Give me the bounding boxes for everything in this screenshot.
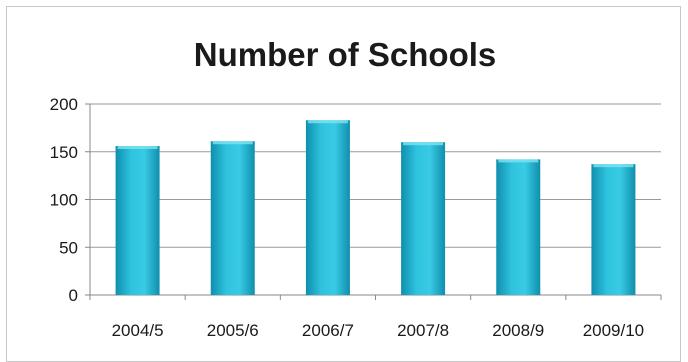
chart-title: Number of Schools xyxy=(194,36,497,73)
bar xyxy=(115,146,160,295)
bar-highlight xyxy=(212,141,253,145)
y-tick-label: 50 xyxy=(59,238,78,257)
tick-labels: 0 50 100 150 200 2004/5 2005/6 2006/7 2007/8 2008… xyxy=(50,95,645,340)
x-tick-label: 2009/10 xyxy=(583,321,644,340)
x-tick-label: 2005/6 xyxy=(207,321,259,340)
bar-highlight xyxy=(307,120,348,124)
bar-highlight xyxy=(117,146,158,150)
y-tick-label: 0 xyxy=(69,286,78,305)
bar-highlight xyxy=(403,142,444,146)
bar xyxy=(305,120,350,295)
x-tick-label: 2008/9 xyxy=(492,321,544,340)
y-tick-label: 200 xyxy=(50,95,78,114)
axes xyxy=(85,103,662,300)
bar xyxy=(496,159,541,295)
x-tick-label: 2006/7 xyxy=(302,321,354,340)
bar xyxy=(401,142,446,295)
bar-highlight xyxy=(593,164,634,168)
x-tick-label: 2004/5 xyxy=(112,321,164,340)
x-tick-label: 2007/8 xyxy=(397,321,449,340)
y-tick-label: 150 xyxy=(50,143,78,162)
y-tick-label: 100 xyxy=(50,191,78,210)
bar xyxy=(591,164,636,295)
bars xyxy=(115,120,636,295)
gridlines xyxy=(90,103,661,248)
bar-highlight xyxy=(498,159,539,163)
bar xyxy=(210,141,255,295)
